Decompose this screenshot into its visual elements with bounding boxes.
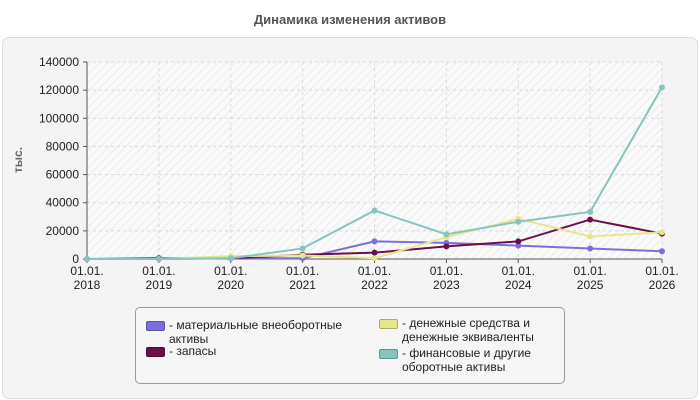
y-tick-label: 60000 — [46, 168, 80, 182]
y-tick-label: 20000 — [46, 224, 80, 238]
data-point[interactable] — [371, 207, 378, 214]
legend-swatch — [379, 349, 398, 359]
data-point[interactable] — [371, 238, 378, 245]
legend-item-financial-assets[interactable]: - финансовые и другие оборотные активы — [379, 346, 531, 374]
data-point[interactable] — [515, 218, 522, 225]
data-point[interactable] — [299, 252, 306, 259]
series-lines — [84, 84, 665, 262]
legend-label: - запасы — [169, 344, 217, 358]
y-tick-label: 40000 — [46, 196, 80, 210]
x-tick-label: 01.01. 2020 — [214, 264, 247, 292]
y-tick-label: 100000 — [39, 111, 79, 125]
x-tick-label: 01.01. 2026 — [645, 264, 678, 292]
legend-item-cash[interactable]: - денежные средства и денежные эквивален… — [379, 316, 534, 344]
data-point[interactable] — [587, 216, 594, 223]
data-point[interactable] — [659, 84, 665, 91]
x-tick-label: 01.01. 2018 — [70, 264, 103, 292]
data-point[interactable] — [227, 255, 234, 262]
legend-swatch — [146, 321, 165, 331]
legend-label: - материальные внеоборотные активы — [169, 318, 342, 346]
legend-swatch — [146, 347, 165, 357]
grid-lines — [83, 61, 663, 263]
legend-item-intangible-assets[interactable]: - материальные внеоборотные активы — [146, 318, 342, 346]
x-tick-label: 01.01. 2021 — [286, 264, 319, 292]
data-point[interactable] — [299, 245, 306, 252]
data-point[interactable] — [155, 256, 162, 262]
data-point[interactable] — [515, 238, 522, 245]
x-tick-label: 01.01. 2024 — [502, 264, 535, 292]
data-point[interactable] — [515, 242, 522, 249]
y-tick-label: 120000 — [39, 83, 79, 97]
data-point[interactable] — [371, 249, 378, 256]
legend-swatch — [379, 319, 398, 329]
data-point[interactable] — [587, 233, 594, 240]
x-tick-label: 01.01. 2023 — [430, 264, 463, 292]
x-tick-label: 01.01. 2019 — [142, 264, 175, 292]
data-point[interactable] — [371, 255, 378, 262]
y-tick-label: 80000 — [46, 139, 80, 153]
legend-label: - финансовые и другие оборотные активы — [402, 346, 531, 374]
data-point[interactable] — [659, 229, 665, 236]
series-3 — [84, 84, 665, 262]
data-point[interactable] — [443, 243, 450, 250]
chart-title: Динамика изменения активов — [253, 12, 447, 27]
legend-item-inventory[interactable]: - запасы — [146, 344, 216, 358]
y-tick-label: 0 — [72, 252, 79, 266]
data-point[interactable] — [443, 231, 450, 238]
data-point[interactable] — [659, 248, 665, 255]
y-tick-label: 140000 — [39, 55, 79, 69]
x-tick-label: 01.01. 2025 — [573, 264, 606, 292]
data-point[interactable] — [84, 256, 90, 262]
chart-legend: - материальные внеоборотные активы - зап… — [135, 307, 565, 384]
y-tick-labels: 0 20000 40000 60000 80000 100000 120000 140000 — [39, 55, 79, 266]
x-tick-label: 01.01. 2022 — [358, 264, 391, 292]
x-tick-labels: 01.01. 2018 01.01. 2019 01.01. 2020 01.01. 2021… — [70, 264, 678, 292]
y-axis-label: тыс. — [11, 147, 25, 173]
legend-label: - денежные средства и денежные эквивален… — [402, 316, 534, 344]
data-point[interactable] — [587, 245, 594, 252]
data-point[interactable] — [587, 208, 594, 215]
